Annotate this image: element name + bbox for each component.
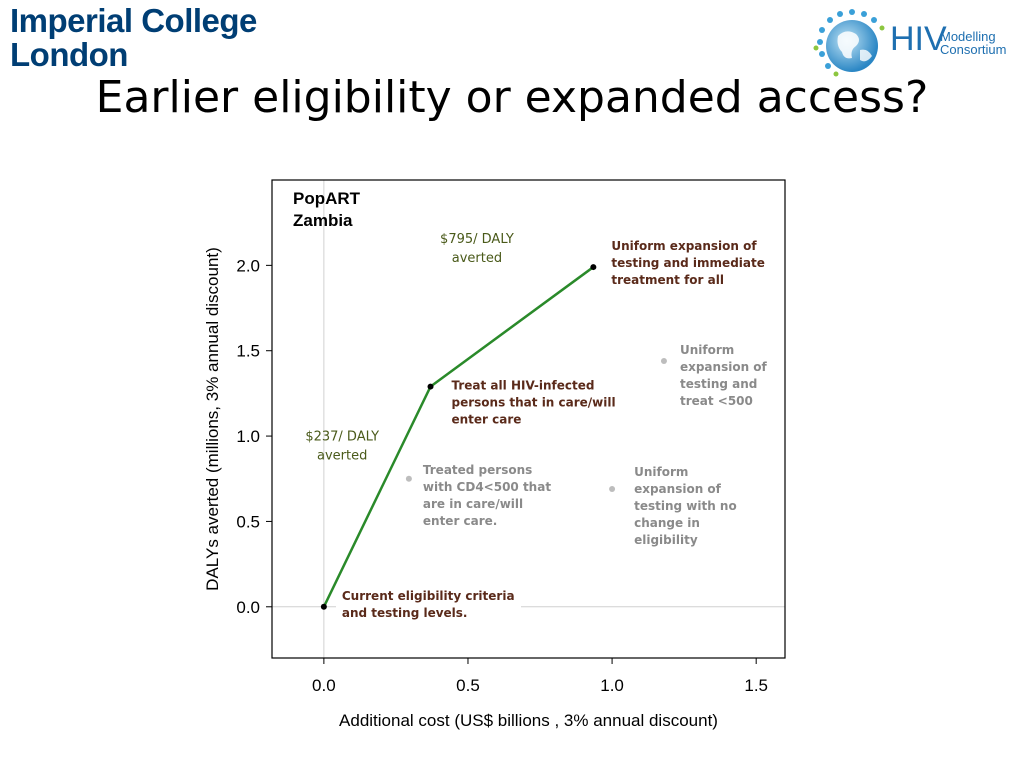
dominated-strategy-label: Treated persons with CD4<500 that are in c…: [423, 463, 551, 528]
dominated-strategy-point: [405, 475, 412, 482]
x-tick-label: 0.0: [312, 676, 336, 695]
label-background: [336, 594, 521, 628]
y-tick-label: 2.0: [236, 256, 260, 275]
dominated-strategy-label: Uniform expansion of testing with no change…: [634, 465, 737, 547]
frontier-strategy-label: Treat all HIV-infected persons that in ca…: [452, 379, 616, 427]
imperial-logo-line-1: Imperial College: [10, 2, 257, 39]
hiv-logo-subtext-line-2: Consortium: [940, 42, 1007, 57]
hiv-modelling-consortium-logo: HIV Modelling Consortium: [812, 6, 1017, 80]
hiv-logo-subtext: Modelling Consortium: [940, 30, 1006, 56]
globe-icon: [813, 9, 885, 77]
hiv-logo-subtext-line-1: Modelling: [940, 29, 996, 44]
plot-frame: [271, 179, 786, 659]
y-tick-label: 1.0: [236, 427, 260, 446]
icer-label: $237/ DALY averted: [305, 430, 379, 464]
dominated-strategy-point: [609, 485, 616, 492]
y-tick-label: 1.5: [236, 342, 260, 361]
frontier-strategy-label: Current eligibility criteria and testing …: [342, 589, 515, 620]
frontier-strategy-label: Uniform expansion of testing and immediat…: [611, 239, 765, 287]
x-tick-label: 0.5: [456, 676, 480, 695]
x-tick-label: 1.5: [744, 676, 768, 695]
slide-title: Earlier eligibility or expanded access?: [95, 72, 929, 123]
y-axis-title: DALYs averted (millions, 3% annual disco…: [203, 247, 222, 591]
dominated-strategy-label: Uniform expansion of testing and treat <500: [680, 343, 768, 408]
imperial-college-logo: Imperial College London: [10, 4, 257, 72]
x-axis-title: Additional cost (US$ billions , 3% annua…: [339, 711, 718, 730]
dominated-strategy-point: [660, 357, 667, 364]
frontier-strategy-point: [427, 383, 434, 390]
imperial-logo-line-2: London: [10, 36, 128, 73]
y-tick-label: 0.0: [236, 598, 260, 617]
hiv-logo-text: HIV: [890, 20, 947, 58]
panel-label: PopART Zambia: [293, 189, 361, 230]
icer-label: $795/ DALY averted: [440, 232, 514, 266]
frontier-strategy-point: [320, 603, 327, 610]
y-tick-label: 0.5: [236, 512, 260, 531]
x-tick-label: 1.0: [600, 676, 624, 695]
frontier-strategy-point: [590, 264, 597, 271]
